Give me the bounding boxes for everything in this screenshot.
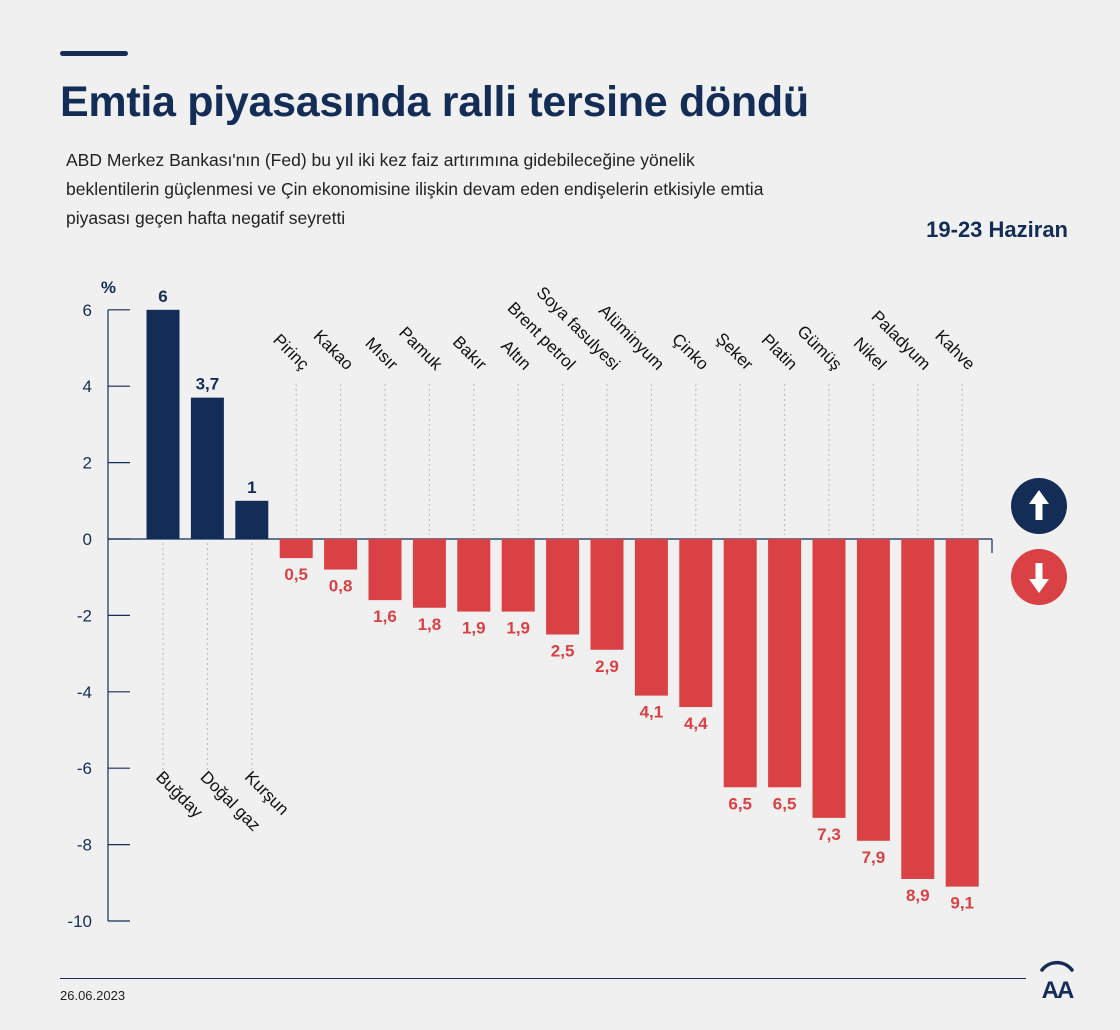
bar-value-label: 6 (158, 287, 167, 306)
category-label: Şeker (712, 329, 757, 374)
bar (634, 539, 668, 696)
bar-value-label: 1,9 (506, 619, 530, 638)
bar (146, 309, 180, 539)
bar (501, 539, 535, 612)
bar (679, 539, 713, 708)
bar (723, 539, 757, 788)
bar-value-label: 1,6 (373, 607, 397, 626)
bar (457, 539, 491, 612)
y-tick-label: -6 (77, 759, 92, 778)
category-label: Pamuk (395, 323, 446, 374)
bar-value-label: 1,9 (462, 619, 486, 638)
bar (945, 539, 979, 887)
category-label: Buğday (152, 767, 207, 822)
bar (546, 539, 580, 635)
category-label: Altın (497, 336, 534, 373)
bar-value-label: 1,8 (418, 615, 442, 634)
category-label: Platin (758, 330, 802, 374)
category-label: Bakır (449, 332, 491, 374)
bar (590, 539, 624, 650)
category-label: Kahve (931, 326, 979, 374)
date-range: 19-23 Haziran (926, 217, 1068, 242)
y-tick-label: -8 (77, 836, 92, 855)
legend-decrease (1011, 549, 1067, 605)
bar (190, 397, 224, 539)
category-label: Mısır (361, 334, 401, 374)
bar-value-label: 4,4 (684, 714, 708, 733)
bar-value-label: 6,5 (773, 794, 797, 813)
footer-divider (60, 978, 1026, 979)
y-tick-label: 2 (83, 454, 92, 473)
bar-value-label: 0,8 (329, 577, 353, 596)
category-label: Nikel (850, 334, 890, 374)
publish-date: 26.06.2023 (60, 988, 126, 1003)
bar (324, 539, 358, 570)
page-title: Emtia piyasasında ralli tersine döndü (60, 78, 809, 126)
bar (856, 539, 890, 841)
bar-value-label: 1 (247, 478, 256, 497)
bar-value-label: 6,5 (728, 794, 752, 813)
y-tick-label: 4 (83, 377, 92, 396)
bar-value-label: 0,5 (284, 565, 308, 584)
bar (279, 539, 313, 559)
bar (901, 539, 935, 879)
logo-text: AA (1042, 977, 1074, 1002)
category-label: Çinko (668, 330, 712, 374)
legend-increase (1011, 478, 1067, 534)
bar-value-label: 4,1 (640, 703, 664, 722)
y-tick-label: -10 (67, 912, 92, 931)
category-label: Kakao (310, 326, 358, 374)
y-tick-label: 0 (83, 530, 92, 549)
y-tick-label: -4 (77, 683, 92, 702)
arrow-down-icon (1029, 563, 1049, 593)
bar (768, 539, 802, 788)
bar-value-label: 2,5 (551, 642, 575, 661)
bar-value-label: 9,1 (950, 894, 974, 913)
y-tick-label: -2 (77, 606, 92, 625)
bar-value-label: 3,7 (196, 375, 220, 394)
aa-logo-icon: AA (1040, 960, 1076, 1002)
category-label: Pirinç (269, 330, 313, 374)
bar (412, 539, 446, 608)
bar (812, 539, 846, 818)
bar (368, 539, 402, 601)
bar-value-label: 7,9 (862, 848, 886, 867)
bar-value-label: 7,3 (817, 825, 841, 844)
category-label: Gümüş (793, 322, 845, 374)
bar-value-label: 2,9 (595, 657, 619, 676)
arrow-up-icon (1029, 490, 1049, 520)
bar (235, 500, 269, 539)
subtitle: ABD Merkez Bankası'nın (Fed) bu yıl iki … (66, 150, 764, 228)
bar-value-label: 8,9 (906, 886, 930, 905)
title-accent-bar (60, 51, 128, 56)
y-axis-unit: % (101, 278, 116, 297)
y-tick-label: 6 (83, 301, 92, 320)
